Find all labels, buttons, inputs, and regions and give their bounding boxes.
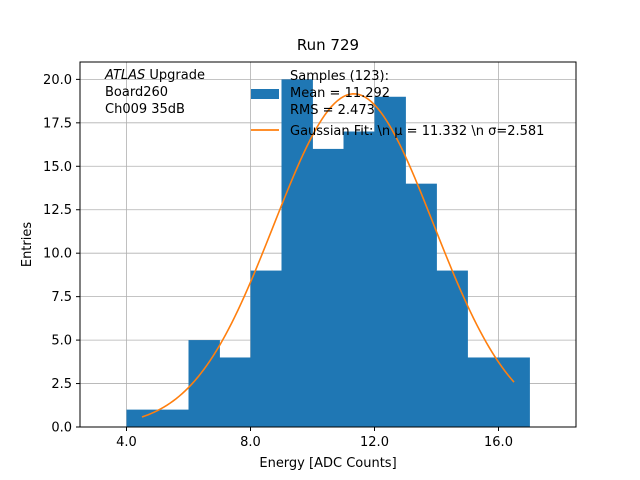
x-tick-label: 8.0	[240, 435, 261, 450]
histogram-bar	[312, 148, 344, 427]
annotation-line: Board260	[105, 85, 168, 100]
legend-label-fit: Gaussian Fit: \n μ = 11.332 \n σ=2.581	[290, 124, 544, 139]
annotation-line: Ch009 35dB	[105, 102, 185, 117]
plot-annotation: ATLAS Upgrade Board260 Ch009 35dB	[104, 68, 205, 117]
y-tick-label: 5.0	[51, 334, 72, 349]
y-tick-label: 15.0	[43, 160, 72, 175]
fit-curve-layer	[141, 93, 515, 418]
axis-ticks: 4.0 8.0 12.0 16.0 0.0 2.5 5.0 7.5 10.0 12.5 15.0 17…	[43, 73, 513, 450]
y-tick-label: 12.5	[43, 203, 72, 218]
y-tick-label: 10.0	[43, 247, 72, 262]
histogram-bar	[343, 131, 375, 427]
histogram-bar	[374, 96, 406, 427]
x-tick-label: 4.0	[116, 435, 137, 450]
annotation-atlas: ATLAS	[104, 68, 145, 83]
histogram-bar	[281, 79, 313, 427]
chart-title: Run 729	[297, 36, 359, 54]
legend-label-samples: Samples (123):	[290, 69, 389, 84]
x-tick-label: 16.0	[484, 435, 513, 450]
histogram-bar	[157, 409, 189, 427]
histogram-bar	[436, 270, 468, 427]
histogram-bar	[467, 357, 499, 427]
y-tick-label: 20.0	[43, 73, 72, 88]
x-axis-title: Energy [ADC Counts]	[259, 456, 396, 471]
histogram-bar	[250, 270, 282, 427]
plot-frame	[79, 61, 577, 428]
y-tick-label: 17.5	[43, 116, 72, 131]
legend-label-samples: RMS = 2.473	[290, 103, 375, 118]
y-tick-label: 2.5	[51, 377, 72, 392]
y-tick-label: 7.5	[51, 290, 72, 305]
gaussian-fit-curve	[141, 93, 515, 418]
histogram-bars	[126, 79, 530, 427]
histogram-bar	[405, 183, 437, 427]
x-tick-label: 12.0	[360, 435, 389, 450]
annotation-heading: ATLAS Upgrade	[104, 68, 205, 83]
legend-swatch-samples	[251, 89, 279, 99]
y-tick-label: 0.0	[51, 421, 72, 436]
histogram-bar	[219, 357, 251, 427]
annotation-upgrade: Upgrade	[145, 68, 205, 83]
legend: Samples (123): Mean = 11.292 RMS = 2.473…	[251, 69, 544, 139]
legend-label-samples: Mean = 11.292	[290, 86, 390, 101]
y-axis-title: Entries	[20, 222, 35, 268]
